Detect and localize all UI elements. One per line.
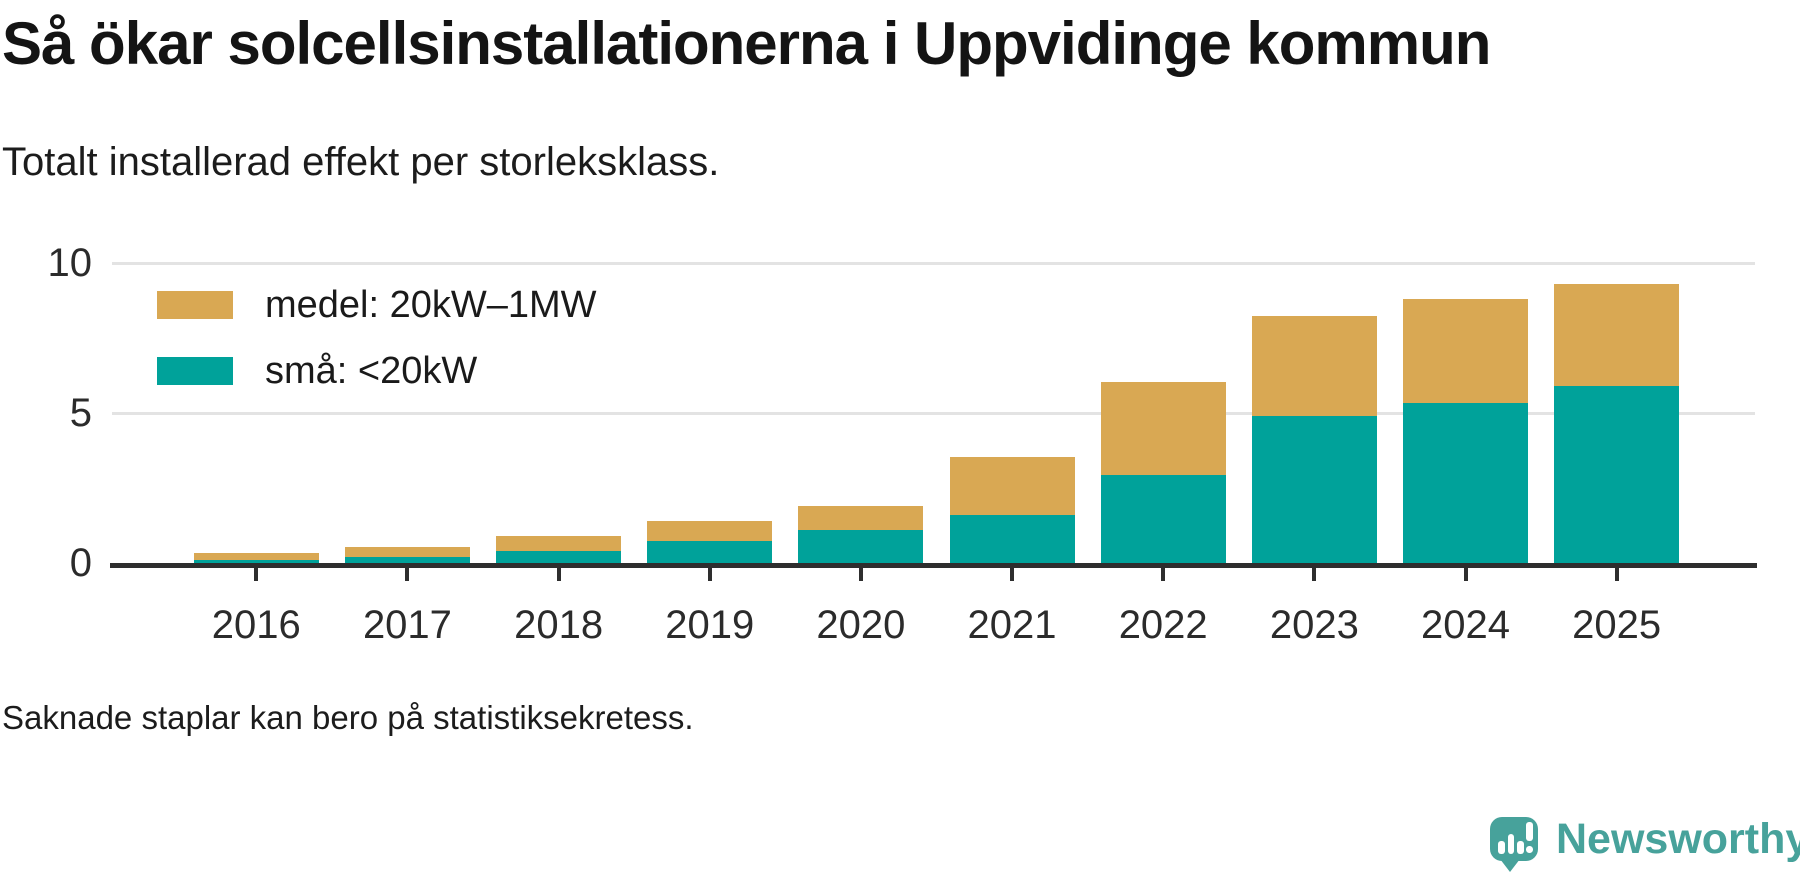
bar-segment-sma-2018: [496, 551, 622, 563]
bar-segment-sma-2021: [949, 515, 1075, 563]
x-axis-tick-2021: [1010, 568, 1015, 581]
x-axis-tick-2019: [707, 568, 712, 581]
bar-segment-medel-2023: [1251, 315, 1377, 416]
bar-2020: [798, 506, 924, 563]
legend-item: medel: 20kW–1MW: [157, 285, 597, 325]
legend-label: små: <20kW: [265, 350, 478, 392]
gridline-5: [112, 411, 1755, 415]
x-axis-line: [110, 563, 1757, 568]
x-axis-label-2024: 2024: [1421, 603, 1510, 647]
bar-segment-sma-2017: [344, 557, 470, 563]
bar-segment-sma-2025: [1554, 386, 1680, 563]
bar-segment-sma-2019: [647, 540, 773, 563]
bar-segment-medel-2018: [496, 536, 622, 551]
x-axis-tick-2017: [405, 568, 410, 581]
x-axis-label-2025: 2025: [1572, 603, 1662, 647]
footer-note: Saknade staplar kan bero på statistiksek…: [2, 699, 694, 736]
bar-segment-sma-2023: [1251, 416, 1377, 563]
bar-segment-sma-2016: [193, 560, 319, 563]
bar-segment-medel-2016: [193, 552, 319, 560]
legend-item: små: <20kW: [157, 351, 597, 391]
x-axis-tick-2024: [1463, 568, 1468, 581]
bar-segment-sma-2024: [1403, 402, 1528, 563]
bar-2022: [1100, 381, 1226, 563]
x-axis-label-2020: 2020: [816, 603, 906, 647]
legend-swatch: [157, 291, 233, 319]
x-axis-tick-2025: [1614, 568, 1619, 581]
newsworthy-logo: Newsworthy: [1490, 815, 1800, 873]
speech-bubble-tail: [1500, 859, 1520, 872]
x-axis-tick-2023: [1312, 568, 1317, 581]
bar-2025: [1554, 284, 1680, 563]
bar-2023: [1251, 315, 1377, 563]
x-axis-tick-2018: [556, 568, 561, 581]
chart-legend: medel: 20kW–1MW små: <20kW: [157, 285, 597, 417]
gridline-10: [112, 261, 1755, 265]
y-axis-label-10: 10: [47, 241, 93, 285]
bar-2019: [647, 521, 773, 563]
y-axis-label-0: 0: [69, 541, 92, 585]
bar-2018: [496, 536, 622, 563]
bar-segment-sma-2022: [1100, 474, 1226, 563]
x-axis-label-2023: 2023: [1269, 603, 1359, 647]
x-axis-label-2019: 2019: [665, 603, 755, 647]
x-axis-tick-2020: [858, 568, 863, 581]
bar-2016: [193, 552, 319, 563]
bar-segment-medel-2022: [1100, 381, 1226, 475]
x-axis-label-2022: 2022: [1118, 603, 1208, 647]
bar-2017: [344, 546, 470, 563]
page-title: Så ökar solcellsinstallationerna i Uppvi…: [2, 10, 1491, 77]
bar-segment-medel-2020: [798, 506, 924, 530]
x-axis-label-2017: 2017: [362, 603, 452, 647]
x-axis-tick-2022: [1161, 568, 1166, 581]
legend-swatch: [157, 357, 233, 385]
brand-name: Newsworthy: [1556, 815, 1800, 863]
bar-segment-medel-2024: [1403, 299, 1528, 403]
chart-subtitle: Totalt installerad effekt per storlekskl…: [2, 140, 720, 184]
y-axis-label-5: 5: [69, 391, 92, 435]
bar-2021: [949, 456, 1075, 563]
plot-area: medel: 20kW–1MW små: <20kW 0 5 10 2016 2017 20…: [48, 241, 1757, 647]
bar-segment-sma-2020: [798, 530, 924, 563]
legend-label: medel: 20kW–1MW: [265, 284, 597, 326]
speech-bubble-bar-chart-icon: [1490, 817, 1538, 861]
bar-segment-medel-2021: [949, 456, 1075, 515]
x-axis-label-2021: 2021: [967, 603, 1057, 647]
x-axis-tick-2016: [254, 568, 259, 581]
bar-2024: [1403, 299, 1528, 563]
bar-segment-medel-2019: [647, 521, 773, 541]
bar-segment-medel-2025: [1554, 284, 1680, 386]
bar-segment-medel-2017: [344, 546, 470, 557]
x-axis-label-2016: 2016: [211, 603, 301, 647]
x-axis-label-2018: 2018: [514, 603, 604, 647]
